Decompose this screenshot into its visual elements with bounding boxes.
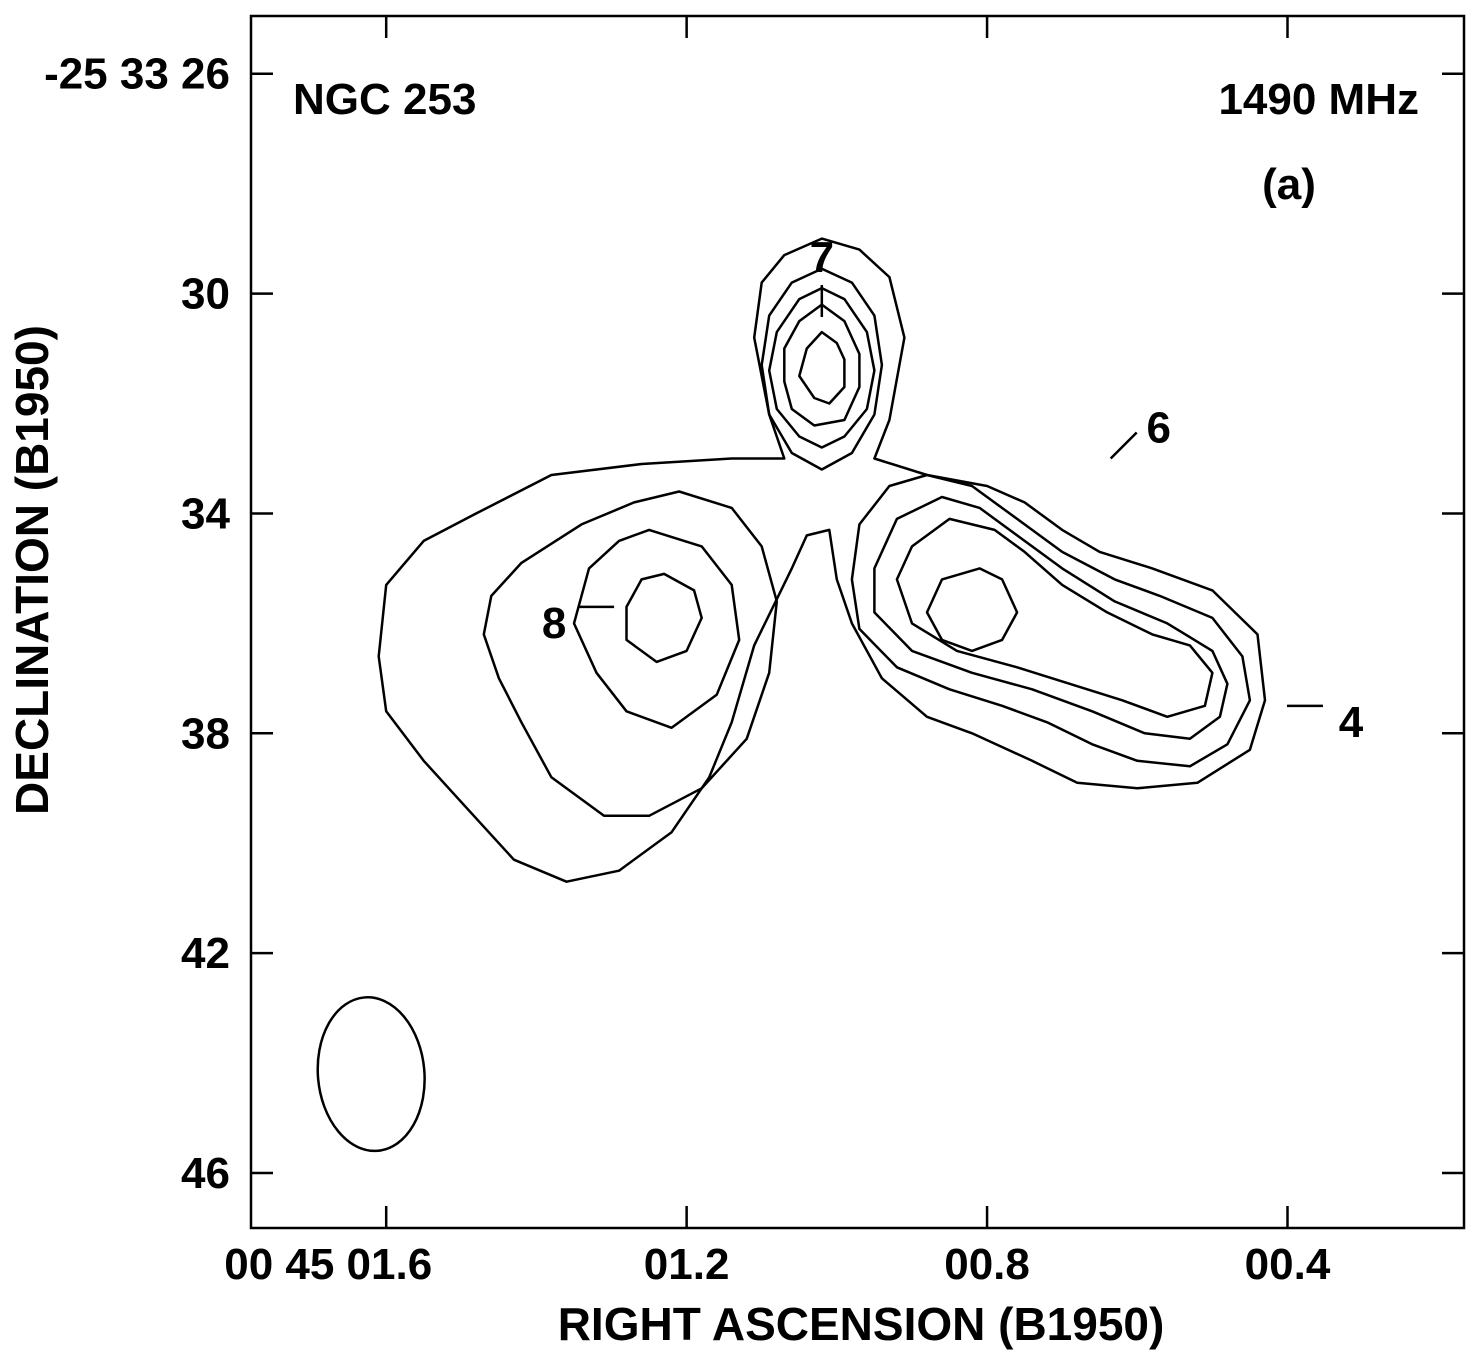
y-axis-label: DECLINATION (B1950) [6,325,58,815]
contour-lines [377,237,1267,883]
x-axis-label: RIGHT ASCENSION (B1950) [558,1298,1165,1350]
contour-level-1 [377,237,1267,883]
x-tick-label: 01.2 [644,1240,730,1289]
y-tick-label: 34 [181,489,230,538]
contour-level-5 [798,330,846,405]
contour-level-4 [625,572,703,664]
source-label-4: 4 [1339,698,1364,747]
contour-level-3 [767,286,876,449]
y-tick-label: 42 [181,929,230,978]
axis-tick-labels: 00 45 01.6 01.2 00.8 00.4 -25 33 26 30 34 38 42 4… [44,50,1331,1289]
contour-level-3 [572,528,741,730]
frequency-label: 1490 MHz [1218,75,1419,124]
contour-level-3 [873,495,1229,741]
plot-frame [249,14,1466,1230]
x-tick-label: 00.8 [944,1240,1030,1289]
x-tick-label: 00 45 01.6 [224,1240,432,1289]
y-tick-label: -25 33 26 [44,50,230,99]
panel-label: (a) [1262,160,1316,209]
contour-level-2 [850,473,1252,768]
source-markers: 7 6 8 4 [542,233,1364,747]
source-label-7: 7 [810,233,834,282]
beam-ellipse [316,996,426,1153]
contour-level-5 [925,567,1019,653]
contour-level-4 [783,303,861,427]
object-label: NGC 253 [293,75,476,124]
y-tick-label: 30 [181,270,230,319]
y-tick-label: 46 [181,1149,230,1198]
source-marker-6 [1109,431,1138,460]
contour-level-4 [895,517,1214,719]
contour-level-2 [482,490,779,818]
contour-level-2 [760,267,884,471]
x-tick-label: 00.4 [1245,1240,1331,1289]
source-label-6: 6 [1146,403,1170,452]
axis-ticks [251,16,1464,1228]
source-label-8: 8 [542,599,566,648]
y-tick-label: 38 [181,709,230,758]
